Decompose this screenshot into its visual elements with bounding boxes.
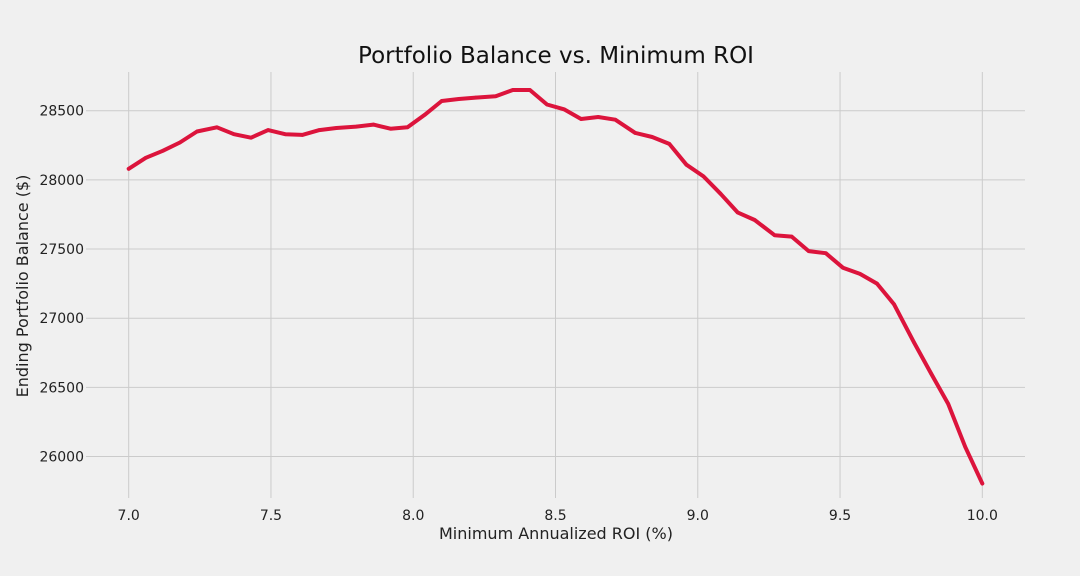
y-tick-label: 28000 — [39, 173, 84, 189]
data-point — [824, 251, 828, 255]
data-point — [371, 122, 376, 127]
data-point — [613, 117, 618, 122]
data-point — [752, 218, 757, 222]
x-tick-label: 9.0 — [687, 508, 709, 524]
data-point — [841, 265, 845, 270]
y-axis-label: Ending Portfolio Balance ($) — [13, 175, 32, 398]
data-point — [596, 115, 600, 119]
series-layer — [126, 88, 985, 486]
data-point — [858, 272, 862, 276]
data-point — [718, 191, 723, 196]
data-point — [354, 124, 359, 129]
data-point — [545, 102, 549, 107]
data-point — [701, 174, 706, 179]
data-point — [334, 126, 339, 130]
data-point — [806, 249, 811, 253]
data-point — [161, 149, 165, 153]
y-axis-ticks: 26000 26500 27000 27500 28000 28500 — [39, 104, 84, 466]
data-point — [474, 95, 478, 100]
data-point — [650, 135, 654, 139]
x-axis-label: Minimum Annualized ROI (%) — [439, 524, 673, 543]
chart-title: Portfolio Balance vs. Minimum ROI — [358, 43, 754, 69]
data-point — [405, 125, 410, 130]
data-point — [667, 142, 672, 146]
data-point — [422, 113, 427, 117]
data-point — [178, 140, 182, 145]
data-point — [684, 162, 689, 167]
data-point — [215, 125, 219, 130]
data-point — [562, 107, 566, 112]
data-point — [317, 128, 322, 132]
data-point — [912, 340, 916, 345]
data-point — [735, 210, 740, 215]
y-tick-label: 26500 — [39, 380, 84, 396]
grid — [86, 72, 1025, 498]
data-point — [266, 128, 270, 132]
data-point — [511, 88, 515, 92]
data-point — [772, 233, 777, 237]
data-point — [439, 99, 444, 103]
x-tick-label: 7.0 — [118, 508, 140, 524]
data-point — [980, 481, 985, 486]
x-axis-ticks: 7.0 7.5 8.0 8.5 9.0 9.5 10.0 — [118, 508, 998, 524]
series-line — [126, 88, 985, 486]
x-tick-label: 8.5 — [544, 508, 566, 524]
data-point — [528, 88, 532, 92]
data-point — [457, 97, 461, 101]
y-tick-label: 27500 — [39, 242, 84, 258]
data-point — [249, 135, 253, 140]
data-point — [388, 126, 393, 131]
data-point — [493, 94, 498, 98]
data-point — [875, 281, 879, 286]
data-point — [126, 167, 131, 171]
x-tick-label: 9.5 — [829, 508, 851, 524]
data-point — [946, 402, 950, 406]
data-point — [789, 234, 794, 239]
y-tick-label: 26000 — [39, 450, 84, 466]
data-point — [929, 371, 933, 376]
y-tick-label: 28500 — [39, 104, 84, 120]
data-point — [963, 445, 967, 449]
data-point — [283, 132, 288, 136]
x-tick-label: 7.5 — [260, 508, 282, 524]
y-tick-label: 27000 — [39, 311, 84, 327]
data-point — [579, 117, 583, 121]
x-tick-label: 8.0 — [402, 508, 424, 524]
x-tick-label: 10.0 — [967, 508, 998, 524]
data-point — [232, 132, 236, 136]
data-point — [195, 129, 199, 134]
data-point — [633, 131, 637, 135]
data-point — [892, 302, 896, 307]
data-point — [300, 133, 305, 137]
data-point — [144, 156, 148, 160]
